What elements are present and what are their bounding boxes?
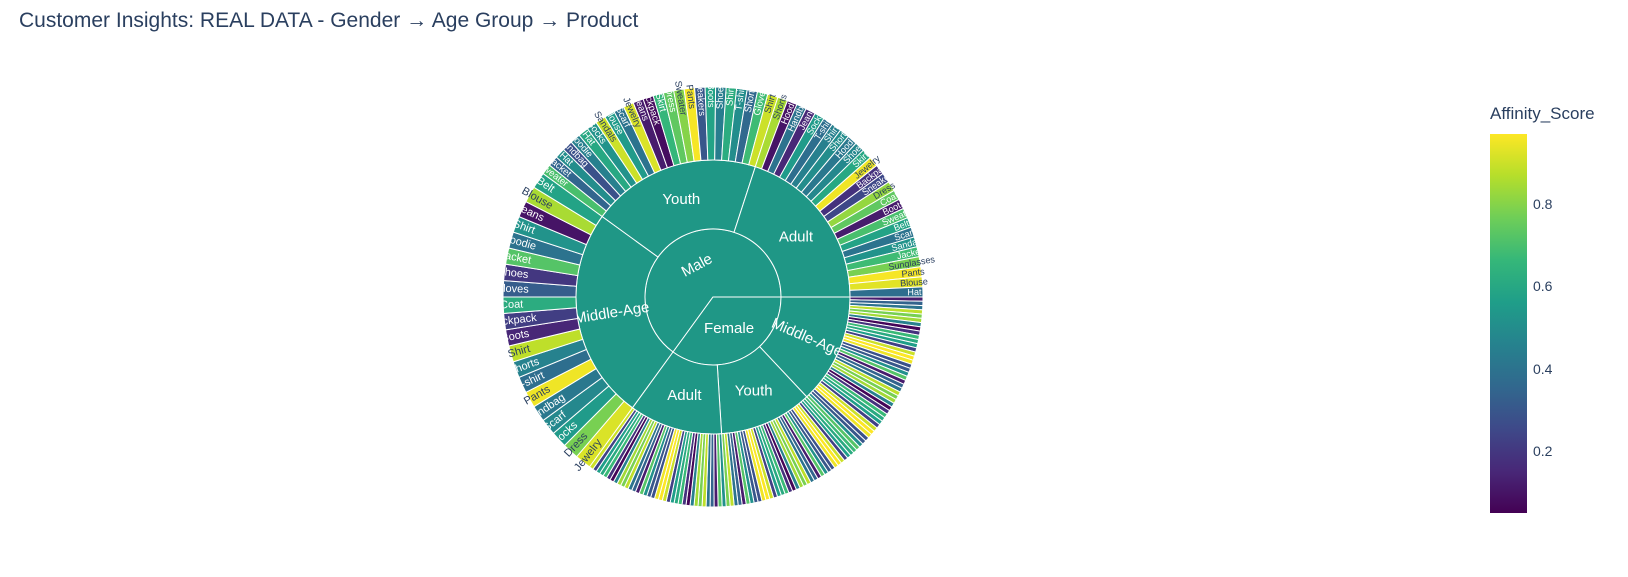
- age-label-male-youth: Youth: [662, 191, 700, 208]
- colorbar-tick-label: 0.8: [1533, 196, 1553, 213]
- product-label: Backpack: [489, 312, 538, 330]
- sunburst-chart[interactable]: MaleMiddle-AgeJewelryDressSocksScarfHand…: [0, 0, 1400, 577]
- colorbar-tick-label: 0.6: [1533, 278, 1553, 295]
- product-label: Pants: [901, 266, 926, 279]
- age-label-female-adult: Adult: [667, 387, 702, 404]
- colorbar-title: Affinity_Score: [1490, 104, 1595, 123]
- product-label: Boots: [705, 83, 716, 108]
- age-label-male-adult: Adult: [779, 228, 814, 245]
- product-label: Shoes: [497, 266, 530, 282]
- product-label: Sneakers: [694, 76, 708, 117]
- product-label: Boots: [500, 328, 530, 345]
- product-label: Shirt: [507, 343, 532, 361]
- colorbar-gradient: [1490, 134, 1527, 513]
- product-label: Coat: [500, 298, 524, 311]
- product-segment[interactable]: [588, 407, 636, 470]
- age-label-female-youth: Youth: [735, 383, 773, 400]
- product-label: Gloves: [494, 282, 529, 295]
- product-label: Shoes: [715, 82, 727, 110]
- product-label: Hat: [907, 287, 922, 297]
- gender-label-female: Female: [704, 320, 754, 337]
- product-label: Shirt: [724, 86, 737, 107]
- product-label: Pants: [683, 84, 697, 110]
- colorbar-tick-label: 0.2: [1533, 443, 1553, 460]
- colorbar-tick-label: 0.4: [1533, 360, 1553, 377]
- product-label: Blouse: [900, 276, 928, 288]
- chart-title: Customer Insights: REAL DATA - Gender → …: [19, 9, 639, 32]
